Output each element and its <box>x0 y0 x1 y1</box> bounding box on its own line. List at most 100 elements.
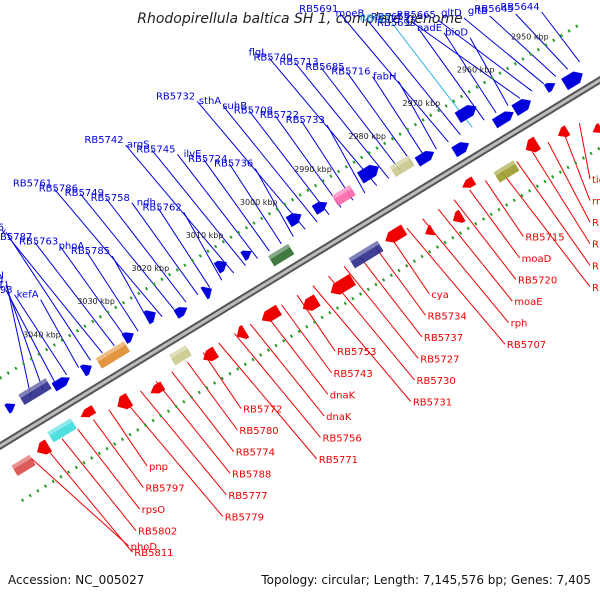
gene-label-rb5794: RB5794 <box>0 275 4 286</box>
gene-label-rb5777: RB5777 <box>228 491 267 502</box>
forward-gene-arrow-shape <box>511 99 531 116</box>
gene-label-rb5695: RB5695 <box>592 218 600 229</box>
gene-label-rb5797: RB5797 <box>145 484 184 495</box>
kbp-tick-label: 2970 kbp <box>403 99 441 108</box>
feature-block-shine <box>18 378 48 399</box>
leader-line <box>469 37 509 106</box>
forward-gene-arrow-shape <box>51 377 70 392</box>
feature-block-shape <box>95 341 131 369</box>
gene-label-rb5762: RB5762 <box>142 202 181 213</box>
forward-gene-arrow <box>491 111 514 129</box>
reverse-gene-arrow-shape <box>525 136 542 153</box>
forward-gene-arrow-shape <box>143 310 156 325</box>
kbp-tick-label: 2960 kbp <box>457 66 495 75</box>
leader-line <box>469 189 521 259</box>
feature-block <box>18 378 52 406</box>
gene-label-rb5715: RB5715 <box>525 232 564 243</box>
reverse-gene-arrow <box>203 346 219 362</box>
gene-label-rb5756: RB5756 <box>322 433 361 444</box>
gene-label-rb5732: RB5732 <box>156 91 195 102</box>
gene-label-dnak: dnaK <box>326 412 352 423</box>
kbp-tick-label: 2990 kbp <box>294 165 332 174</box>
gene-label-rb5734: RB5734 <box>428 311 467 322</box>
leader-line <box>171 371 235 453</box>
leader-line <box>249 323 325 417</box>
feature-block-shine <box>389 155 411 171</box>
leader-line <box>53 188 163 317</box>
leader-line <box>59 246 127 339</box>
forward-gene-arrow-shape <box>491 111 514 129</box>
gene-label-rb5731: RB5731 <box>413 398 452 409</box>
forward-gene-arrow <box>311 201 328 215</box>
gene-label-rb5749: RB5749 <box>65 188 104 199</box>
reverse-gene-arrow-shape <box>425 224 436 236</box>
forward-gene-arrow <box>79 364 92 377</box>
reverse-gene-arrow-shape <box>80 405 97 418</box>
leader-line <box>437 19 533 92</box>
leader-line <box>326 124 366 194</box>
gene-label-rb5708: RB5708 <box>234 106 273 117</box>
forward-gene-arrow <box>451 142 470 158</box>
gene-label-flgl: flgL <box>249 48 268 59</box>
kbp-tick-label: 3030 kbp <box>77 297 115 306</box>
feature-block <box>389 155 415 177</box>
feature-block <box>493 160 520 183</box>
leader-line <box>131 202 199 296</box>
leader-line <box>320 66 402 172</box>
forward-gene-arrow <box>213 260 227 274</box>
gene-label-rb5644: RB5644 <box>500 2 539 13</box>
gene-label-trx: trx <box>0 227 7 238</box>
feature-block-shape <box>389 155 415 177</box>
feature-block <box>348 240 384 269</box>
leader-line <box>177 154 258 259</box>
forward-gene-arrow <box>4 403 16 414</box>
gene-label-gltd: gltD <box>441 8 462 19</box>
gene-label-rb5771: RB5771 <box>319 455 358 466</box>
forward-gene-arrow <box>143 310 156 325</box>
feature-block-shine <box>348 240 380 262</box>
leader-line <box>531 151 591 244</box>
gene-label-fabh: fabH <box>373 71 397 82</box>
reverse-gene-arrow <box>525 136 542 153</box>
reverse-gene-arrow-shape <box>302 294 321 311</box>
leader-line <box>312 285 412 402</box>
feature-block-shine <box>47 418 73 436</box>
leader-line <box>268 57 378 187</box>
gene-label-cya: cya <box>431 290 449 301</box>
gene-label-rb5776: RB5776 <box>0 222 4 233</box>
accession-text: Accession: NC_005027 <box>8 573 145 587</box>
gene-label-rb5733: RB5733 <box>286 115 325 126</box>
leader-line <box>85 250 139 332</box>
leader-line <box>281 304 332 374</box>
leader-line <box>155 380 231 474</box>
leader-line <box>328 275 415 381</box>
feature-block <box>268 243 295 267</box>
leader-line <box>108 409 148 467</box>
gene-label-rb5774: RB5774 <box>236 448 275 459</box>
reverse-gene-arrow-shape <box>385 224 408 243</box>
leader-line <box>463 17 545 85</box>
leader-line <box>14 294 68 376</box>
leader-line <box>578 122 591 180</box>
forward-gene-arrow-shape <box>451 142 470 158</box>
leader-line <box>40 299 80 368</box>
leader-line <box>422 218 509 323</box>
reverse-gene-arrow-shape <box>330 273 357 295</box>
leader-line <box>79 193 175 310</box>
leader-line <box>248 110 330 216</box>
leader-line <box>124 400 224 517</box>
forward-gene-arrow <box>240 250 252 261</box>
leader-line <box>359 256 423 338</box>
gene-label-ndh: ndh <box>137 198 156 209</box>
forward-gene-arrow <box>121 332 134 344</box>
reverse-gene-arrow-shape <box>592 123 600 133</box>
gene-label-rb5724: RB5724 <box>188 154 227 165</box>
forward-gene-arrow <box>173 307 188 319</box>
forward-gene-arrow-shape <box>454 104 477 123</box>
forward-gene-arrow-shape <box>414 151 435 167</box>
gene-label-rb5772: RB5772 <box>243 405 282 416</box>
feature-block-shine <box>95 341 126 362</box>
leader-line <box>30 457 129 547</box>
gene-label-biod: bioD <box>445 28 468 39</box>
